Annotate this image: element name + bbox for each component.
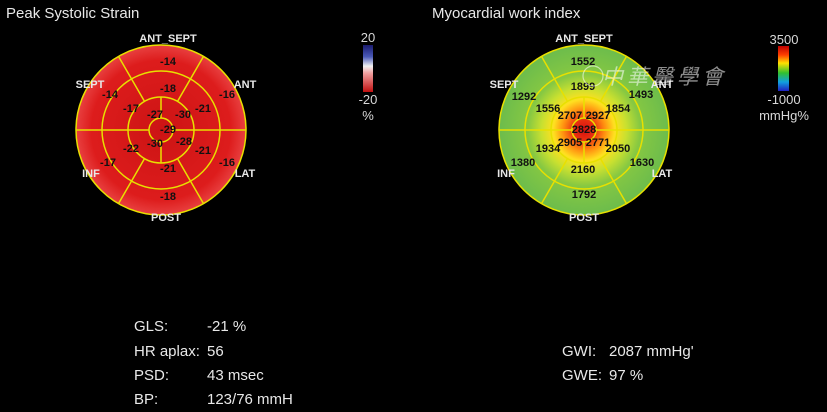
strain-color-scale (363, 45, 373, 92)
work-mid-septal-value: 1556 (536, 103, 560, 115)
strain-mid-anterior-value: -21 (195, 103, 211, 115)
work-mid-anterior-septal-value: 1899 (571, 81, 595, 93)
strain-label-post: POST (151, 212, 181, 224)
stat-bp-label: BP: (134, 391, 159, 408)
strain-bullseye-grid (76, 56, 246, 204)
work-apex-value: 2828 (572, 124, 596, 136)
strain-basal-anterior-value: -16 (219, 89, 235, 101)
work-basal-posterior-value: 1792 (572, 189, 596, 201)
stat-gls-label: GLS: (134, 318, 169, 335)
work-mid-inferior-value: 1934 (536, 143, 561, 155)
work-apical-septal-value: 2707 (558, 110, 582, 122)
stat-row-bp: BP: 123/76 mmH (134, 391, 293, 408)
stat-gwi-label: GWI: (562, 343, 597, 360)
stat-gwe-label: GWE: (562, 367, 602, 384)
work-label-ant: ANT (651, 79, 674, 91)
strain-basal-posterior-value: -18 (160, 191, 176, 203)
strain-mid-posterior-value: -21 (160, 163, 176, 175)
strain-label-lat: LAT (235, 168, 256, 180)
strain-apical-lateral-value: -28 (176, 136, 192, 148)
stat-psd-value: 43 msec (207, 367, 264, 384)
strain-scale-max: 20 (361, 30, 375, 45)
strain-label-ant-sept: ANT_SEPT (139, 33, 197, 45)
work-apical-inferior-value: 2905 (558, 137, 582, 149)
strain-apical-anterior-value: -30 (175, 109, 191, 121)
work-basal-inferior-value: 1380 (511, 157, 535, 169)
watermark-logo: 中華醫學會 (582, 65, 727, 89)
work-basal-anterior-value: 1493 (629, 89, 653, 101)
work-mid-lateral-value: 2050 (606, 143, 630, 155)
strain-mid-inferior-value: -22 (123, 143, 139, 155)
watermark-text: 中華醫學會 (602, 65, 727, 89)
stat-row-gwe: GWE: 97 % (562, 367, 643, 384)
stat-row-gls: GLS: -21 % (134, 318, 246, 335)
work-scale-max: 3500 (770, 32, 799, 47)
strain-apical-inferior-value: -30 (147, 138, 163, 150)
work-bullseye: 1552 1493 1630 1792 1380 1292 1899 1854 … (490, 33, 727, 224)
watermark-seal-icon (582, 65, 604, 87)
strain-scale-unit: % (362, 108, 374, 123)
strain-label-inf: INF (82, 168, 100, 180)
work-color-scale (778, 46, 789, 91)
work-panel-title: Myocardial work index (432, 5, 581, 22)
strain-apical-septal-value: -27 (147, 109, 163, 121)
work-apical-anterior-value: 2927 (586, 110, 610, 122)
stat-bp-value: 123/76 mmH (207, 391, 293, 408)
strain-basal-lateral-value: -16 (219, 157, 235, 169)
work-scale-unit: mmHg% (759, 108, 809, 123)
strain-bullseye: -14 -16 -16 -18 -17 -14 -18 -21 -21 -21 … (75, 33, 257, 224)
stat-gwe-value: 97 % (609, 367, 644, 384)
strain-mid-septal-value: -17 (123, 103, 139, 115)
strain-apex-value: -29 (160, 124, 176, 136)
work-label-ant-sept: ANT_SEPT (555, 33, 613, 45)
work-basal-lateral-value: 1630 (630, 157, 654, 169)
work-mid-anterior-value: 1854 (606, 103, 631, 115)
work-mid-posterior-value: 2160 (571, 164, 595, 176)
stat-gwi-value: 2087 mmHg' (609, 343, 694, 360)
strain-mid-lateral-value: -21 (195, 145, 211, 157)
strain-basal-inferior-value: -17 (100, 157, 116, 169)
strain-scale-min: -20 (359, 92, 378, 107)
stat-hr-value: 56 (207, 343, 224, 360)
work-scale-min: -1000 (767, 92, 800, 107)
stat-row-hr: HR aplax: 56 (134, 343, 224, 360)
work-basal-septal-value: 1292 (512, 91, 536, 103)
stat-gls-value: -21 % (207, 318, 247, 335)
strain-basal-septal-value: -14 (102, 89, 119, 101)
strain-panel-title: Peak Systolic Strain (6, 5, 140, 22)
strain-label-ant: ANT (234, 79, 257, 91)
work-label-sept: SEPT (490, 79, 519, 91)
strain-basal-anterior-septal-value: -14 (160, 56, 177, 68)
stat-row-psd: PSD: 43 msec (134, 367, 264, 384)
work-label-inf: INF (497, 168, 515, 180)
stat-row-gwi: GWI: 2087 mmHg' (562, 343, 694, 360)
strain-mid-anterior-septal-value: -18 (160, 83, 176, 95)
stat-hr-label: HR aplax: (134, 343, 200, 360)
strain-label-sept: SEPT (76, 79, 105, 91)
work-label-post: POST (569, 212, 599, 224)
work-apical-lateral-value: 2771 (586, 137, 610, 149)
work-label-lat: LAT (652, 168, 673, 180)
stat-psd-label: PSD: (134, 367, 170, 384)
work-basal-anterior-septal-value: 1552 (571, 56, 595, 68)
